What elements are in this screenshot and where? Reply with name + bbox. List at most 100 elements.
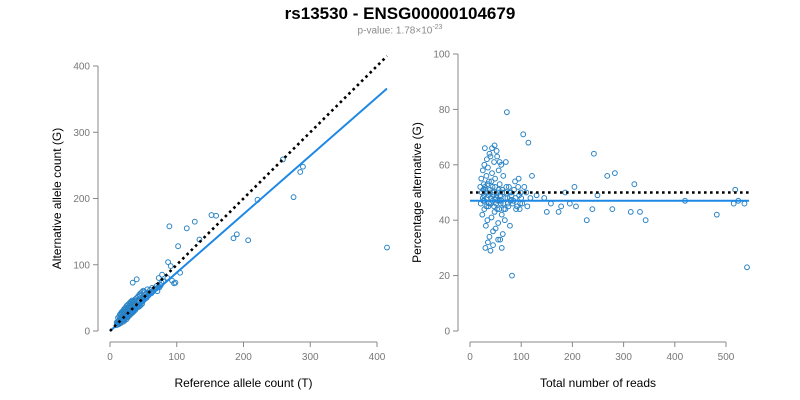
data-point <box>488 214 495 221</box>
data-point <box>571 184 578 190</box>
data-point <box>492 184 498 190</box>
data-point <box>497 236 504 243</box>
x-axis-title: Reference allele count (T) <box>174 376 312 390</box>
data-point <box>484 181 491 188</box>
data-point <box>495 186 502 193</box>
x-tick-label: 100 <box>168 352 185 363</box>
x-tick-label: 500 <box>718 352 735 363</box>
x-tick-label: 400 <box>666 352 683 363</box>
data-point <box>495 220 502 226</box>
data-point <box>159 271 165 278</box>
data-point <box>487 189 493 196</box>
data-point <box>500 172 507 179</box>
data-point <box>495 167 502 174</box>
data-point <box>486 233 493 240</box>
data-point <box>480 181 487 188</box>
data-point <box>515 184 522 190</box>
data-point <box>478 175 485 182</box>
data-point <box>627 208 634 215</box>
data-point <box>547 200 554 207</box>
data-point <box>589 206 596 213</box>
data-point <box>483 156 490 163</box>
data-point <box>520 131 527 138</box>
data-point <box>521 184 528 190</box>
data-point <box>525 139 532 146</box>
x-tick-label: 100 <box>513 352 530 363</box>
y-tick-label: 400 <box>73 62 90 73</box>
regression-line <box>109 87 388 332</box>
data-point <box>133 276 140 283</box>
data-point <box>481 161 488 168</box>
data-point <box>543 208 550 215</box>
y-tick-label: 0 <box>84 327 90 338</box>
data-point <box>527 195 534 201</box>
data-point <box>507 222 513 229</box>
data-point <box>165 259 171 266</box>
y-tick-label: 200 <box>73 194 90 205</box>
data-point <box>498 211 505 218</box>
data-point <box>175 243 181 250</box>
expected-ratio-line <box>109 55 388 332</box>
data-point <box>493 148 500 154</box>
data-point <box>479 167 486 174</box>
data-point <box>498 245 505 251</box>
data-point <box>483 172 490 179</box>
chart-title: rs13530 - ENSG00000104679 <box>284 4 516 23</box>
data-point <box>631 181 638 188</box>
data-point <box>512 178 518 185</box>
data-point <box>503 109 510 116</box>
data-point <box>513 206 519 213</box>
data-point <box>508 192 515 199</box>
x-tick-label: 0 <box>107 352 113 363</box>
data-point <box>490 242 496 249</box>
data-point <box>129 279 136 286</box>
data-point <box>558 203 565 210</box>
y-tick-label: 60 <box>439 160 451 171</box>
data-point <box>591 150 597 157</box>
data-point <box>245 237 252 244</box>
data-point <box>384 244 390 251</box>
data-point <box>488 178 495 185</box>
data-point <box>485 239 491 246</box>
data-point <box>493 192 500 199</box>
data-point <box>139 289 145 295</box>
y-tick-label: 100 <box>433 50 450 61</box>
y-tick-label: 100 <box>73 260 90 271</box>
y-tick-label: 0 <box>444 327 450 338</box>
data-point <box>213 212 220 219</box>
x-tick-label: 200 <box>235 352 252 363</box>
y-axis-title: Percentage alternative (G) <box>410 122 424 263</box>
data-point <box>515 175 522 182</box>
data-point <box>490 228 496 235</box>
left-scatter-plot: 0 100 200 300 400 0 100 200 300 400 Reference alle… <box>50 55 390 390</box>
data-point <box>166 223 173 230</box>
pvalue-text: p-value: 1.78×10 <box>357 25 433 37</box>
data-point <box>611 170 618 177</box>
data-point <box>290 194 297 201</box>
data-point <box>495 236 502 243</box>
data-point <box>573 203 579 210</box>
data-point <box>486 150 493 157</box>
data-point <box>183 225 190 232</box>
data-point <box>642 217 649 224</box>
data-point <box>541 195 548 201</box>
data-point <box>555 208 562 215</box>
y-tick-label: 20 <box>439 271 451 282</box>
data-point <box>494 153 501 160</box>
data-point <box>489 170 495 177</box>
data-point <box>609 206 616 213</box>
data-point <box>479 211 486 218</box>
data-point <box>496 206 503 213</box>
y-tick-label: 300 <box>73 128 90 139</box>
right-scatter-plot: 0 100 200 300 400 500 0 20 40 60 80 100 Total number… <box>410 50 750 390</box>
data-point <box>502 159 509 165</box>
y-tick-label: 40 <box>439 216 451 227</box>
data-point <box>482 222 489 229</box>
data-point <box>300 163 306 170</box>
data-point <box>524 203 531 210</box>
data-point <box>486 178 492 185</box>
data-point <box>155 275 162 281</box>
data-point <box>501 217 508 224</box>
data-point <box>484 217 491 224</box>
